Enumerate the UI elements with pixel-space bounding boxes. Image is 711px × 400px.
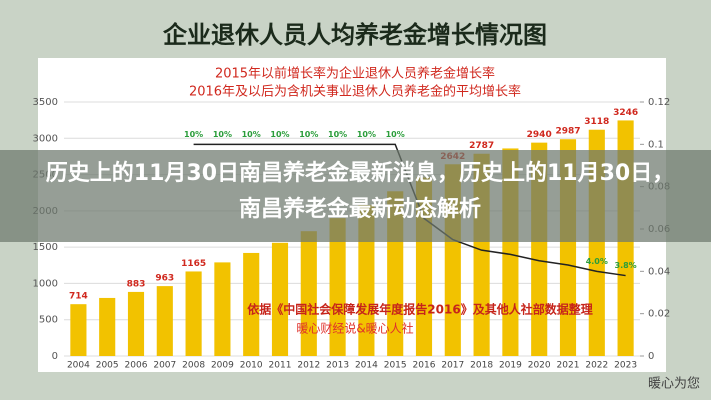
x-tick-label: 2020 (528, 361, 551, 371)
subtitle: 2016年及以后为含机关事业退休人员养老金的平均增长率 (189, 84, 521, 100)
data-label: 3118 (584, 117, 609, 127)
data-label: 883 (127, 279, 146, 289)
headline: 历史上的11月30日南昌养老金最新消息，历史上的11月30日，南昌养老金最新动态… (45, 161, 675, 222)
bar (329, 218, 346, 356)
annotation: 暖心财经说&暖心人社 (296, 321, 413, 336)
data-label: 10% (328, 130, 347, 139)
x-tick-label: 2005 (96, 361, 119, 371)
x-tick-label: 2021 (557, 361, 580, 371)
y2-tick-label: 0.04 (648, 266, 670, 277)
headline-band (0, 150, 711, 242)
y2-tick-label: 0.12 (648, 97, 670, 108)
bar (300, 231, 317, 356)
bar (127, 291, 145, 356)
data-label: 3.8% (615, 261, 637, 270)
bar (214, 262, 231, 356)
x-tick-label: 2017 (441, 361, 464, 371)
x-tick-label: 2011 (269, 361, 292, 371)
data-label: 2787 (469, 141, 494, 151)
chart-title: 企业退休人员人均养老金增长情况图 (163, 21, 547, 49)
data-label: 2940 (527, 130, 552, 140)
data-label: 10% (184, 130, 203, 139)
data-label: 10% (213, 130, 232, 139)
bar (185, 271, 202, 356)
data-label: 2987 (555, 127, 580, 137)
x-tick-label: 2007 (153, 361, 176, 371)
bar (358, 205, 375, 356)
y2-tick-label: 0.02 (648, 309, 670, 320)
x-tick-label: 2004 (67, 361, 90, 371)
x-tick-label: 2018 (470, 361, 493, 371)
y-tick-label: 3500 (33, 97, 58, 108)
y-tick-label: 3000 (33, 133, 58, 144)
y-tick-label: 0 (52, 351, 58, 362)
y2-tick-label: 0.1 (648, 139, 664, 150)
x-tick-label: 2009 (211, 361, 234, 371)
annotation: 依据《中国社会保障发展年度报告2016》及其他人社部数据整理 (247, 302, 592, 317)
headline-box: 历史上的11月30日南昌养老金最新消息，历史上的11月30日，南昌养老金最新动态… (45, 161, 675, 222)
data-label: 10% (270, 130, 289, 139)
x-tick-label: 2023 (614, 361, 637, 371)
y-tick-label: 1500 (33, 242, 58, 253)
bar (271, 242, 289, 356)
x-tick-label: 2022 (585, 361, 608, 371)
data-label: 10% (242, 130, 261, 139)
data-label: 4.0% (586, 257, 608, 266)
subtitle: 2015年以前增长率为企业退休人员养老金增长率 (215, 66, 495, 82)
y-tick-label: 500 (39, 315, 58, 326)
data-label: 10% (386, 130, 405, 139)
data-label: 10% (357, 130, 376, 139)
bar (156, 286, 173, 356)
data-label: 10% (299, 130, 318, 139)
x-tick-label: 2012 (297, 361, 320, 371)
bar (70, 304, 87, 356)
bar (99, 297, 116, 356)
x-tick-label: 2015 (384, 361, 407, 371)
data-label: 714 (69, 292, 88, 302)
x-tick-label: 2013 (326, 361, 349, 371)
data-label: 1165 (181, 259, 206, 269)
x-tick-label: 2010 (240, 361, 263, 371)
x-tick-label: 2014 (355, 361, 378, 371)
x-tick-label: 2016 (413, 361, 436, 371)
x-tick-label: 2008 (182, 361, 205, 371)
bar (243, 252, 260, 356)
x-tick-label: 2006 (125, 361, 148, 371)
data-label: 3246 (613, 108, 638, 118)
y2-tick-label: 0 (648, 351, 654, 362)
x-tick-label: 2019 (499, 361, 522, 371)
data-label: 963 (155, 274, 174, 284)
watermark: 暖心为您 (648, 376, 700, 392)
y-tick-label: 1000 (33, 278, 58, 289)
